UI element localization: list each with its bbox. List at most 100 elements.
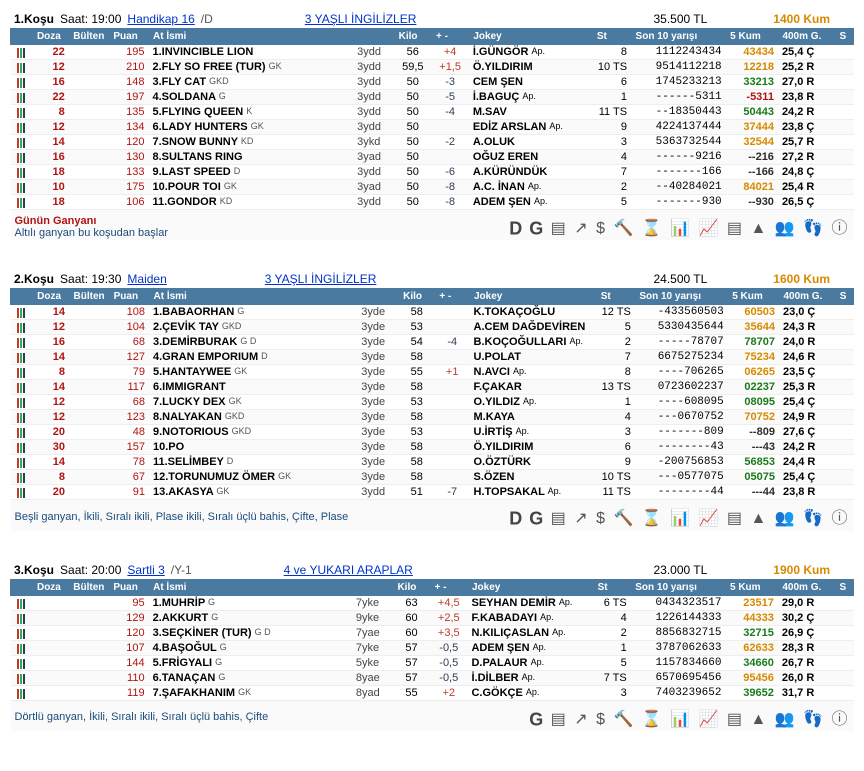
race-toolbar[interactable]: G ▤ ↗ $ 🔨 ⌛ 📊 📈 ▤ ▲ 👥 👣 ⓘ — [393, 700, 854, 731]
table-row[interactable]: 161483.FLY CAT GKD3ydd50-3CEM ŞEN 617452… — [11, 75, 854, 90]
table-row[interactable]: 8795.HANTAYWEE GK3yde55+1N.AVCI Ap.8----… — [11, 365, 854, 380]
chart-icon[interactable] — [11, 470, 33, 485]
chart-icon[interactable] — [11, 410, 33, 425]
kilo: 50 — [394, 90, 431, 105]
race-header: 3.KoşuSaat: 20:00Sartli 3/Y-14 ve YUKARI… — [10, 561, 854, 579]
table-row[interactable]: 121042.ÇEVİK TAY GKD3yde53A.CEM DAĞDEVİR… — [11, 320, 854, 335]
table-row[interactable]: 20489.NOTORIOUS GKD3yde53U.İRTİŞ Ap.3---… — [11, 425, 854, 440]
bulten — [69, 410, 109, 425]
puan: 133 — [109, 165, 149, 180]
chart-icon[interactable] — [11, 305, 33, 320]
table-row[interactable]: 141176.IMMIGRANT 3yde58F.ÇAKAR 13 TS0723… — [11, 380, 854, 395]
table-row[interactable]: 12687.LUCKY DEX GK3yde53O.YILDIZ Ap.1---… — [11, 395, 854, 410]
race-condition-link[interactable]: Handikap 16 — [127, 12, 194, 26]
col-header: Puan — [109, 579, 149, 595]
jockey: İ.GÜNGÖR Ap. — [469, 45, 593, 60]
col-header: Kilo — [394, 29, 431, 45]
col-header: 5 Kum — [725, 579, 777, 595]
chart-icon[interactable] — [11, 395, 33, 410]
table-row[interactable]: 3015710.PO 3yde58Ö.YILDIRIM 6--------43-… — [11, 440, 854, 455]
jockey: U.POLAT — [470, 350, 597, 365]
chart-icon[interactable] — [11, 655, 33, 670]
table-row[interactable]: 209113.AKASYA GK3ydd51-7H.TOPSAKAL Ap.11… — [11, 485, 854, 500]
table-row[interactable]: 221951.INVINCIBLE LION 3ydd56+4İ.GÜNGÖR … — [11, 45, 854, 60]
race-toolbar[interactable]: D G ▤ ↗ $ 🔨 ⌛ 📊 📈 ▤ ▲ 👥 👣 ⓘ — [394, 210, 853, 241]
race-table: DozaBültenPuanAt İsmiKilo+ -JokeyStSon 1… — [10, 579, 854, 731]
chart-icon[interactable] — [11, 425, 33, 440]
chart-icon[interactable] — [11, 640, 33, 655]
chart-icon[interactable] — [11, 165, 33, 180]
table-row[interactable]: 221974.SOLDANA G3ydd50-5İ.BAGUÇ Ap.1----… — [11, 90, 854, 105]
table-row[interactable]: 121346.LADY HUNTERS GK3ydd50EDİZ ARSLAN … — [11, 120, 854, 135]
chart-icon[interactable] — [11, 135, 33, 150]
table-row[interactable]: 147811.SELİMBEY D3yde58O.ÖZTÜRK 9-200756… — [11, 455, 854, 470]
jockey: O.YILDIZ Ap. — [470, 395, 597, 410]
table-row[interactable]: 161308.SULTANS RING 3yad50OĞUZ EREN 4---… — [11, 150, 854, 165]
col-header: At İsmi — [149, 289, 357, 305]
kilo: 58 — [399, 305, 435, 320]
last10: -------166 — [631, 165, 726, 180]
g400: 26,7 R — [778, 655, 835, 670]
race-category-link[interactable]: 3 YAŞLI İNGİLİZLER — [305, 12, 417, 26]
chart-icon[interactable] — [11, 335, 33, 350]
table-row[interactable]: 1292.AKKURT G9yke60+2,5F.KABADAYI Ap.412… — [11, 610, 854, 625]
race-condition-link[interactable]: Maiden — [127, 272, 166, 286]
chart-icon[interactable] — [11, 90, 33, 105]
table-row[interactable]: 1017510.POUR TOI GK3yad50-8A.C. İNAN Ap.… — [11, 180, 854, 195]
chart-icon[interactable] — [11, 685, 33, 700]
chart-icon[interactable] — [11, 350, 33, 365]
race-category-link[interactable]: 3 YAŞLI İNGİLİZLER — [265, 272, 377, 286]
start: 3 — [596, 425, 635, 440]
table-row[interactable]: 1203.SEÇKİNER (TUR) G D7yae60+3,5N.KILIÇ… — [11, 625, 854, 640]
table-row[interactable]: 1445.FRİGYALI G5yke57-0,5D.PALAUR Ap.511… — [11, 655, 854, 670]
table-row[interactable]: 122102.FLY SO FREE (TUR) GK3ydd59,5+1,5Ö… — [11, 60, 854, 75]
chart-icon[interactable] — [11, 45, 33, 60]
chart-icon[interactable] — [11, 120, 33, 135]
chart-icon[interactable] — [11, 180, 33, 195]
chart-icon[interactable] — [11, 455, 33, 470]
table-row[interactable]: 141274.GRAN EMPORIUM D3yde58U.POLAT 7667… — [11, 350, 854, 365]
table-row[interactable]: 81355.FLYING QUEEN K3ydd50-4M.SAV 11 TS-… — [11, 105, 854, 120]
plus-minus: -7 — [435, 485, 470, 500]
chart-icon[interactable] — [11, 610, 33, 625]
chart-icon[interactable] — [11, 150, 33, 165]
table-row[interactable]: 121238.NALYAKAN GKD3yde58M.KAYA 4---0670… — [11, 410, 854, 425]
table-row[interactable]: 1106.TANAÇAN G8yae57-0,5İ.DİLBER Ap.7 TS… — [11, 670, 854, 685]
chart-icon[interactable] — [11, 320, 33, 335]
chart-icon[interactable] — [11, 105, 33, 120]
chart-icon[interactable] — [11, 595, 33, 610]
table-row[interactable]: 16683.DEMİRBURAK G D3yde54-4B.KOÇOĞULLAR… — [11, 335, 854, 350]
chart-icon[interactable] — [11, 625, 33, 640]
table-row[interactable]: 1197.ŞAFAKHANIM GK8yad55+2C.GÖKÇE Ap.374… — [11, 685, 854, 700]
table-row[interactable]: 1810611.GONDOR KD3ydd50-8ADEM ŞEN Ap.5--… — [11, 195, 854, 210]
table-row[interactable]: 141081.BABAORHAN G3yde58K.TOKAÇOĞLU 12 T… — [11, 305, 854, 320]
chart-icon[interactable] — [11, 440, 33, 455]
bulten — [69, 440, 109, 455]
chart-icon[interactable] — [11, 670, 33, 685]
doza — [32, 655, 68, 670]
table-row[interactable]: 951.MUHRİP G7yke63+4,5SEYHAN DEMİR Ap.6 … — [11, 595, 854, 610]
race-toolbar[interactable]: D G ▤ ↗ $ 🔨 ⌛ 📊 📈 ▤ ▲ 👥 👣 ⓘ — [399, 500, 854, 531]
bulten — [69, 610, 109, 625]
table-row[interactable]: 1074.BAŞOĞUL G7yke57-0,5ADEM ŞEN Ap.1378… — [11, 640, 854, 655]
table-row[interactable]: 86712.TORUNUMUZ ÖMER GK3yde58S.ÖZEN 10 T… — [11, 470, 854, 485]
race-condition-link[interactable]: Sartli 3 — [127, 563, 164, 577]
kum5: 02237 — [728, 380, 779, 395]
chart-icon[interactable] — [11, 365, 33, 380]
chart-icon[interactable] — [11, 60, 33, 75]
chart-icon[interactable] — [11, 485, 33, 500]
kilo: 50 — [394, 150, 431, 165]
bulten — [69, 135, 109, 150]
chart-icon[interactable] — [11, 195, 33, 210]
table-row[interactable]: 181339.LAST SPEED D3ydd50-6A.KÜRÜNDÜK 7-… — [11, 165, 854, 180]
jockey: M.SAV — [469, 105, 593, 120]
kilo: 53 — [399, 395, 435, 410]
race-category-link[interactable]: 4 ve YUKARI ARAPLAR — [284, 563, 413, 577]
col-header: + - — [430, 579, 467, 595]
col-header: 400m G. — [778, 29, 835, 45]
puan: 95 — [109, 595, 149, 610]
table-row[interactable]: 141207.SNOW BUNNY KD3ykd50-2A.OLUK 35363… — [11, 135, 854, 150]
chart-icon[interactable] — [11, 75, 33, 90]
chart-icon[interactable] — [11, 380, 33, 395]
race-prize: 35.500 TL — [653, 12, 707, 26]
